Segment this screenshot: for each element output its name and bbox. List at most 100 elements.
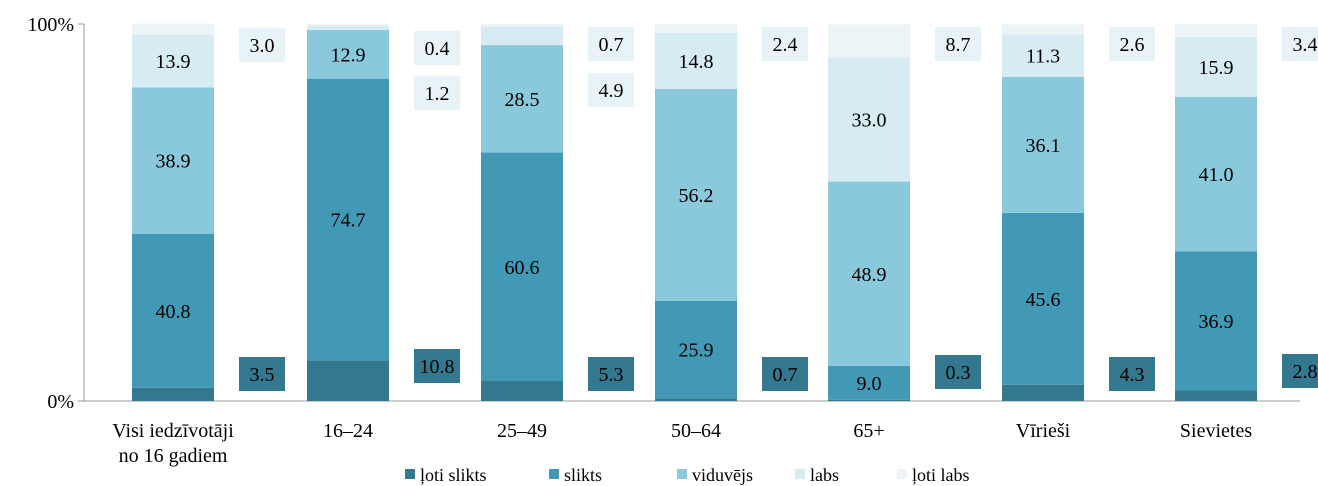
bar-segment: [481, 24, 563, 27]
data-label: 45.6: [1026, 289, 1061, 311]
data-label-box: [239, 28, 285, 62]
data-label: 60.6: [505, 257, 540, 279]
bar-segment: [1002, 212, 1084, 385]
data-label-box: [762, 357, 808, 391]
data-label: 25.9: [679, 340, 714, 362]
data-label-box: [1109, 357, 1155, 391]
data-labels: 40.8 38.9 13.9 3.5 3.0 74.7 12.9 10.8 0.4 1.2 60.6…: [156, 27, 1318, 395]
data-label: 56.2: [679, 185, 714, 207]
bar-segment: [132, 387, 214, 401]
legend-label: ļoti slikts: [420, 465, 487, 485]
bar-segment: [828, 365, 910, 400]
data-label-box: [1109, 27, 1155, 61]
data-label: 2.8: [1293, 361, 1318, 383]
y-tick-label: 0%: [47, 391, 74, 413]
x-tick-labels: Visi iedzīvotāji no 16 gadiem 16–24 25–49 50…: [112, 420, 1252, 467]
x-tick-label: Visi iedzīvotāji: [112, 420, 234, 442]
x-tick-label: 25–49: [497, 420, 547, 442]
bar-segment: [132, 34, 214, 88]
bar-segment: [132, 23, 214, 35]
data-label-box: [1282, 354, 1318, 388]
data-label: 3.4: [1293, 34, 1318, 56]
data-label: 74.7: [331, 209, 366, 231]
data-label: 2.4: [773, 34, 798, 56]
bar-segment: [307, 360, 389, 401]
legend-label: slikts: [564, 465, 602, 485]
data-label-box: [414, 31, 460, 65]
axes: 0% 100%: [27, 14, 1300, 413]
bar-segment: [481, 45, 563, 153]
legend-label: ļoti labs: [912, 465, 970, 485]
bar-segment: [828, 24, 910, 58]
x-tick-label: 50–64: [671, 420, 721, 442]
data-label: 13.9: [156, 51, 191, 73]
x-tick-label: Vīrieši: [1016, 420, 1071, 442]
bar-segment: [655, 300, 737, 399]
x-tick-label: 16–24: [323, 420, 373, 442]
bar-segment: [1002, 76, 1084, 213]
data-label-box: [762, 27, 808, 61]
bar-segment: [307, 30, 389, 79]
bar-segment: [132, 233, 214, 388]
bar-segment: [307, 25, 389, 31]
data-label: 9.0: [857, 373, 882, 395]
data-label-box: [935, 27, 981, 61]
bar-segment: [1175, 24, 1257, 37]
bars: [132, 23, 1257, 401]
data-label-box: [239, 357, 285, 391]
bar-segment: [1175, 251, 1257, 391]
data-label: 33.0: [852, 109, 887, 131]
bar-segment: [655, 398, 737, 401]
data-label: 48.9: [852, 264, 887, 286]
bar-segment: [132, 87, 214, 234]
legend-swatch: [795, 469, 805, 479]
data-label-box: [1282, 27, 1318, 61]
x-tick-label: 65+: [853, 420, 884, 442]
data-label: 0.7: [773, 364, 798, 386]
bar-segment: [1002, 34, 1084, 77]
legend-swatch: [549, 469, 559, 479]
legend-label: labs: [810, 465, 839, 485]
bar-segment: [828, 399, 910, 401]
data-label: 38.9: [156, 151, 191, 173]
data-label: 8.7: [946, 34, 971, 56]
data-label-box: [414, 349, 460, 383]
bar-segment: [1175, 36, 1257, 97]
data-label: 41.0: [1199, 164, 1234, 186]
bar-segment: [307, 24, 389, 26]
data-label: 10.8: [420, 356, 455, 378]
data-label: 0.7: [599, 34, 624, 56]
bar-segment: [828, 181, 910, 366]
data-label: 3.5: [250, 364, 275, 386]
bar-segment: [655, 24, 737, 34]
x-tick-label: no 16 gadiem: [119, 445, 228, 467]
bar-segment: [307, 78, 389, 361]
data-label: 40.8: [156, 301, 191, 323]
data-label: 36.1: [1026, 135, 1061, 157]
data-label: 2.6: [1120, 34, 1145, 56]
legend-swatch: [677, 469, 687, 479]
data-label: 3.0: [250, 35, 275, 57]
legend-swatch: [405, 469, 415, 479]
data-label-box: [588, 357, 634, 391]
data-label-box: [588, 73, 634, 107]
data-label: 36.9: [1199, 311, 1234, 333]
data-label-box: [935, 355, 981, 389]
bar-segment: [481, 26, 563, 46]
bar-segment: [1002, 384, 1084, 401]
data-label: 15.9: [1199, 57, 1234, 79]
legend-swatch: [897, 469, 907, 479]
bar-segment: [828, 57, 910, 182]
x-tick-label: Sievietes: [1180, 420, 1252, 442]
legend-label: viduvējs: [692, 465, 753, 485]
bar-segment: [1002, 24, 1084, 35]
data-label: 0.3: [946, 362, 971, 384]
legend: ļoti slikts slikts viduvējs labs ļoti labs: [405, 465, 970, 485]
data-label: 5.3: [599, 364, 624, 386]
bar-segment: [481, 381, 563, 401]
data-label-box: [588, 27, 634, 61]
bar-segment: [655, 88, 737, 301]
data-label: 14.8: [679, 51, 714, 73]
bar-segment: [481, 152, 563, 382]
